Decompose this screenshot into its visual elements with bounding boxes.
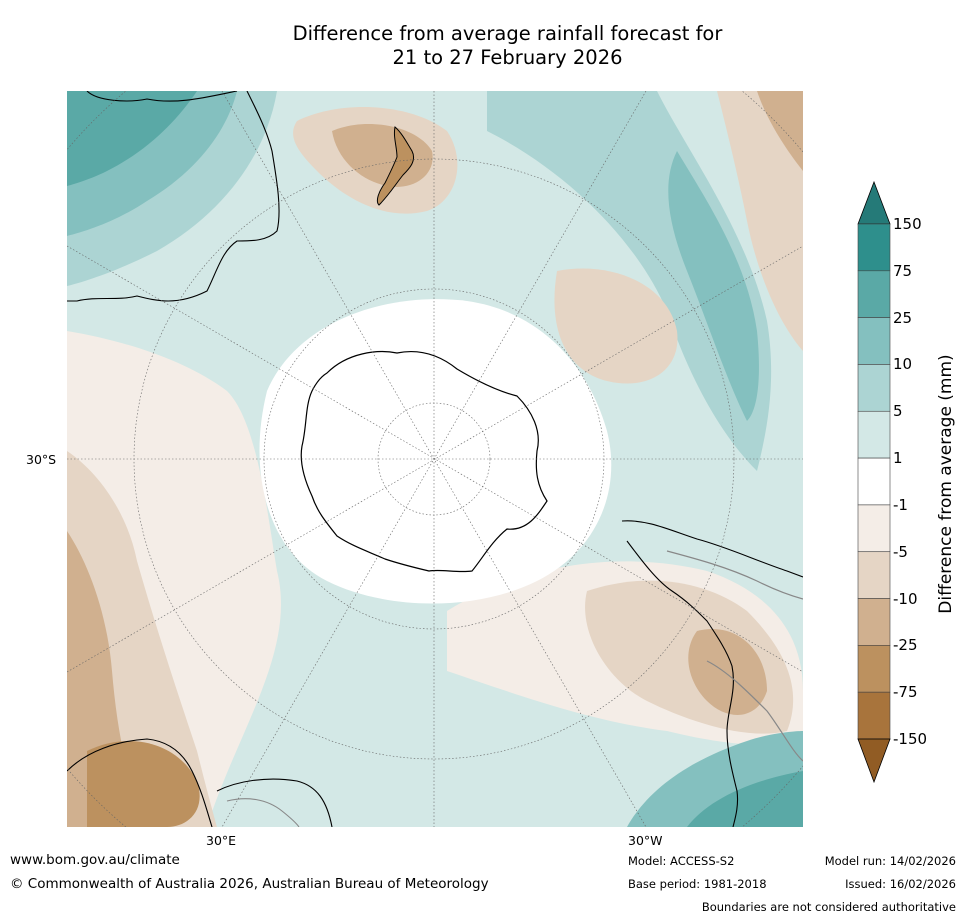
antarctica xyxy=(300,350,548,573)
wet-region-nw-deep xyxy=(67,91,197,186)
wet-region-ne-deep xyxy=(668,151,759,421)
dry-region-ne-deep xyxy=(757,91,803,171)
colorbar-band xyxy=(857,410,891,459)
graticule xyxy=(67,91,803,827)
colorbar-tick-label: 5 xyxy=(893,402,903,421)
africa-boundary xyxy=(226,798,300,827)
dry-region-ne xyxy=(717,91,803,351)
colorbar-over-triangle xyxy=(857,180,891,225)
wet-region-ne xyxy=(487,91,772,471)
colorbar-band xyxy=(857,504,891,553)
colorbar-band xyxy=(857,364,891,412)
colorbar-band xyxy=(857,457,891,506)
southern-africa-coast xyxy=(67,738,333,827)
lat-label-30s: 30°S xyxy=(26,452,57,467)
colorbar-band xyxy=(857,691,891,740)
wet-region-se-deep xyxy=(687,771,803,827)
footer-website[interactable]: www.bom.gov.au/climate xyxy=(10,852,180,868)
lon-label-30e: 30°E xyxy=(206,833,237,848)
australia-coast xyxy=(67,91,280,302)
footer-model-run: Model run: 14/02/2026 xyxy=(824,854,956,868)
lon-label-30w: 30°W xyxy=(628,833,663,848)
colorbar-tick-label: -25 xyxy=(893,636,918,655)
colorbar-band xyxy=(857,317,891,365)
colorbar-band xyxy=(857,270,891,318)
dry-region-se-deep xyxy=(688,629,767,715)
south-america-coast xyxy=(621,520,803,827)
footer-disclaimer: Boundaries are not considered authoritat… xyxy=(701,900,956,914)
colorbar-tick-label: -5 xyxy=(893,542,908,561)
colorbar-tick-label: 10 xyxy=(893,355,913,374)
colorbar-band xyxy=(857,645,891,693)
map-title: Difference from average rainfall forecas… xyxy=(180,22,835,70)
colorbar-tick-label: 25 xyxy=(893,308,913,327)
title-line-2: 21 to 27 February 2026 xyxy=(392,46,623,69)
footer-base-period: Base period: 1981-2018 xyxy=(628,877,767,891)
colorbar-tick-label: 75 xyxy=(893,261,913,280)
colorbar-graphic xyxy=(857,180,891,784)
colorbar-tick-label: 1 xyxy=(893,449,903,468)
footer-model: Model: ACCESS-S2 xyxy=(628,854,735,868)
colorbar-band xyxy=(857,223,891,272)
andes-boundary xyxy=(666,550,803,762)
colorbar-under-triangle xyxy=(857,738,891,784)
rainfall-anomaly-map xyxy=(67,91,803,827)
title-line-1: Difference from average rainfall forecas… xyxy=(292,22,723,45)
dry-region-sw xyxy=(87,741,200,827)
colorbar-tick-label: -1 xyxy=(893,495,908,514)
dry-region-central-east xyxy=(554,268,678,384)
colorbar-band xyxy=(857,598,891,646)
colorbar-band xyxy=(857,551,891,599)
colorbar-label-text: Difference from average (mm) xyxy=(936,354,956,614)
new-zealand xyxy=(376,126,415,206)
colorbar-tick-label: 150 xyxy=(893,215,922,233)
colorbar xyxy=(857,180,891,784)
dry-region-nz-deep xyxy=(332,123,433,187)
footer-issued: Issued: 16/02/2026 xyxy=(845,877,956,891)
colorbar-tick-label: -75 xyxy=(893,683,918,702)
footer-copyright: © Commonwealth of Australia 2026, Austra… xyxy=(10,876,489,892)
colorbar-tick-label: -150 xyxy=(893,730,928,748)
colorbar-tick-label: -10 xyxy=(893,589,918,608)
